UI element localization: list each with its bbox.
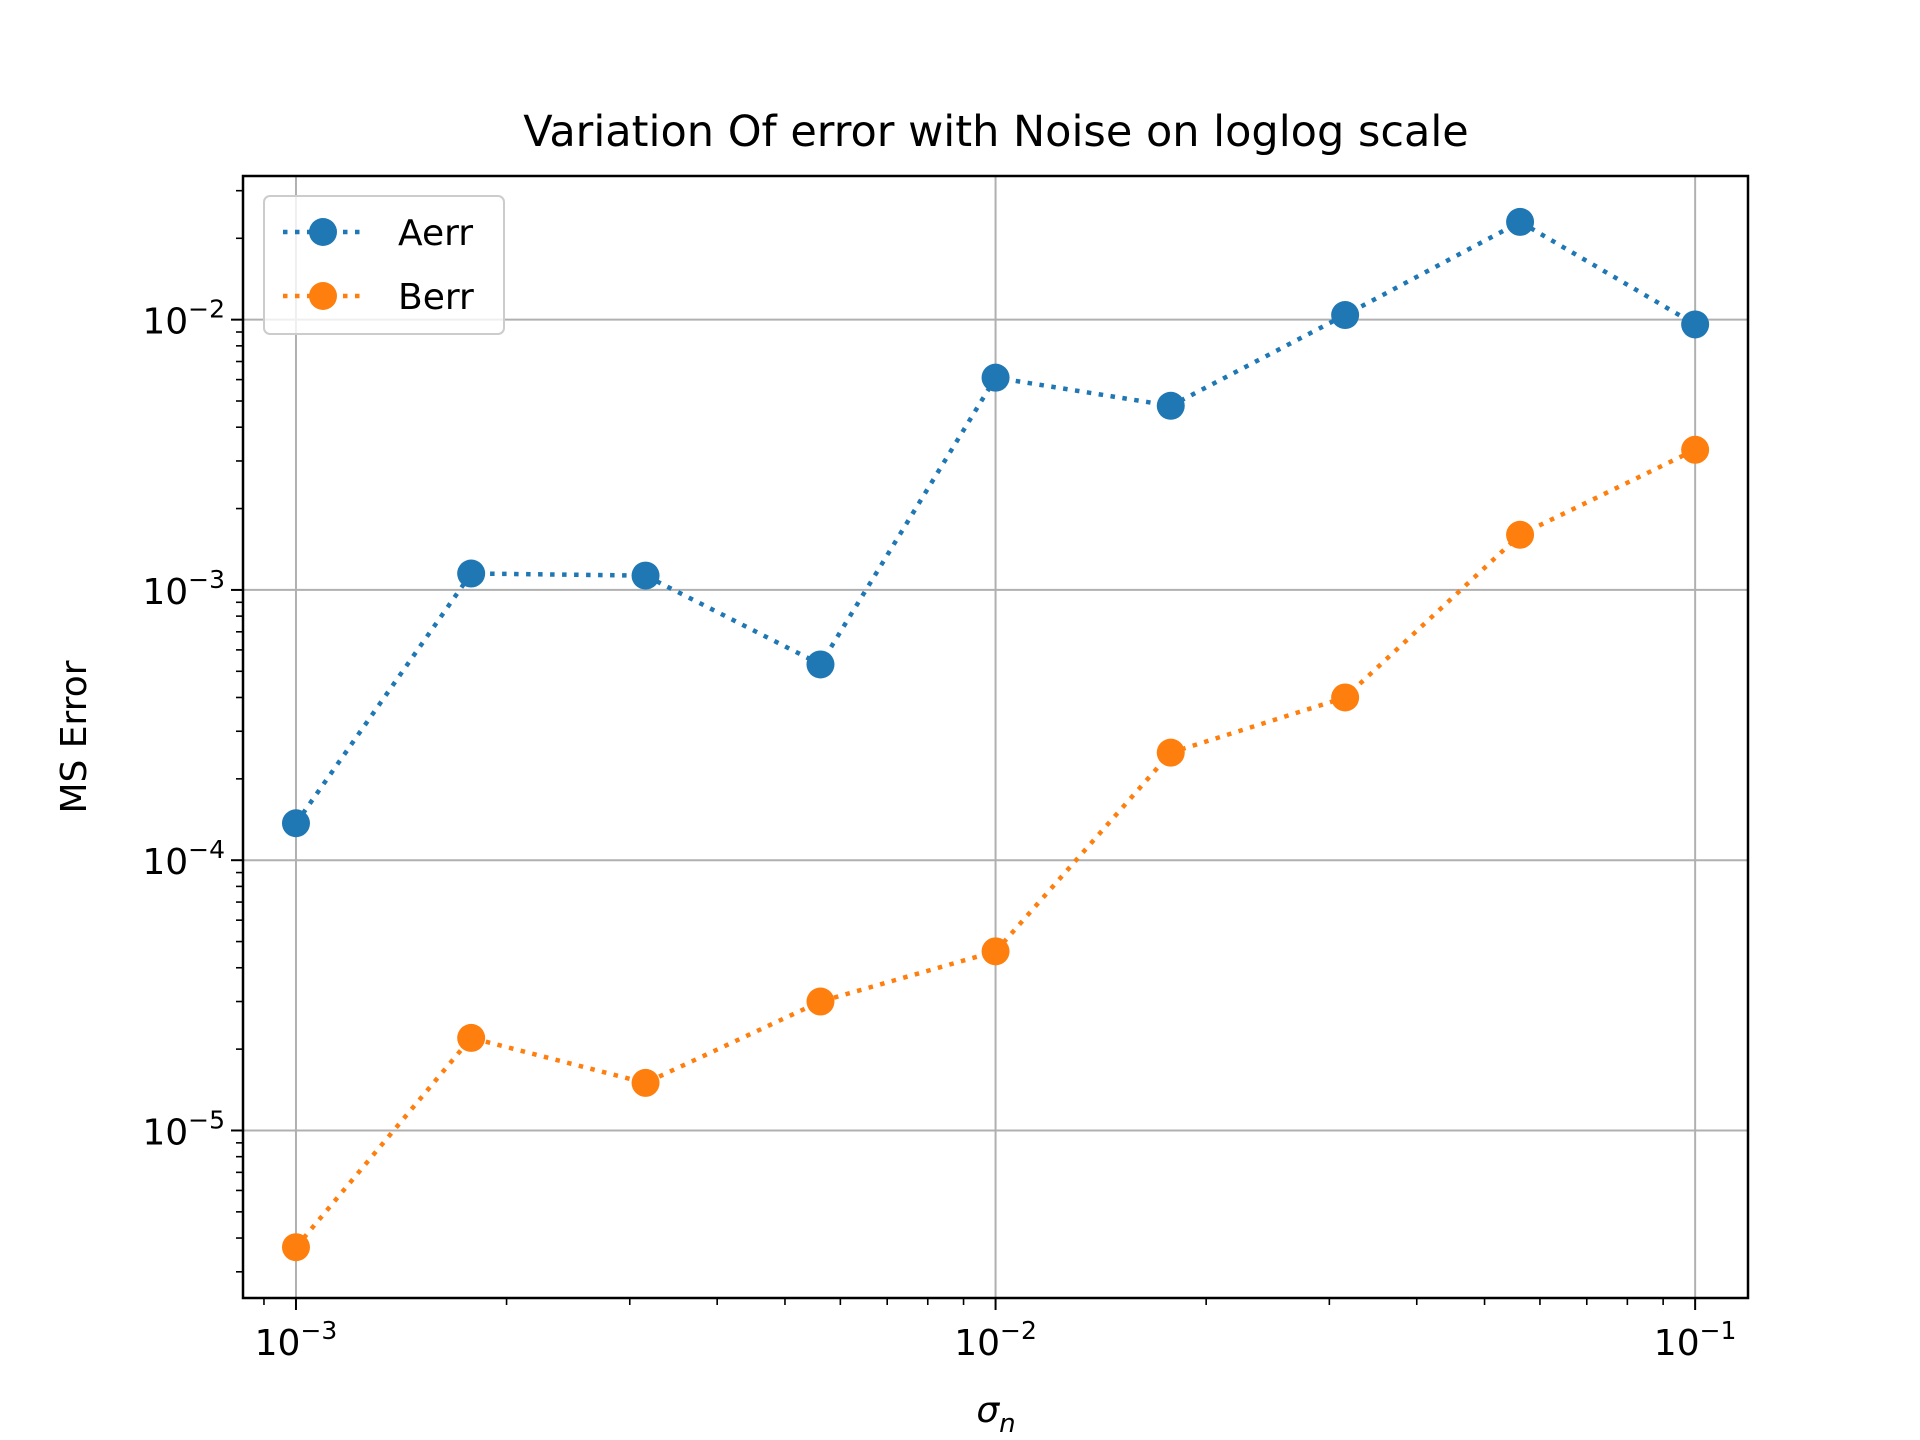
y-tick-label-exponent: −3 bbox=[188, 565, 225, 594]
data-point-berr bbox=[457, 1023, 486, 1052]
legend-label-aerr: Aerr bbox=[398, 213, 473, 254]
legend-label-berr: Berr bbox=[398, 277, 474, 318]
y-tick-label: 10−2 bbox=[142, 295, 225, 343]
data-point-aerr bbox=[1331, 301, 1360, 330]
y-tick-label: 10−3 bbox=[142, 565, 225, 613]
series-layer bbox=[281, 207, 1710, 1262]
data-point-berr bbox=[631, 1068, 660, 1097]
y-tick-label-base: 10 bbox=[142, 842, 188, 883]
y-tick-label-base: 10 bbox=[142, 1112, 188, 1153]
data-point-aerr bbox=[1506, 207, 1535, 236]
data-point-aerr bbox=[806, 650, 835, 679]
x-tick-label: 10−2 bbox=[954, 1316, 1037, 1364]
x-axis-label-symbol: σ bbox=[976, 1390, 1000, 1431]
data-point-berr bbox=[1156, 738, 1185, 767]
y-tick-label: 10−4 bbox=[142, 835, 225, 883]
legend: Aerr Berr bbox=[263, 195, 505, 335]
data-point-berr bbox=[806, 987, 835, 1016]
grid-lines bbox=[243, 176, 1748, 1298]
chart-title: Variation Of error with Noise on loglog … bbox=[523, 107, 1469, 157]
data-point-berr bbox=[281, 1233, 310, 1262]
data-point-aerr bbox=[631, 561, 660, 590]
legend-marker-berr bbox=[309, 282, 337, 310]
x-axis-label-subscript: n bbox=[999, 1409, 1015, 1439]
data-point-berr bbox=[981, 937, 1010, 966]
x-tick-label: 10−1 bbox=[1654, 1316, 1737, 1364]
y-tick-label-exponent: −4 bbox=[188, 835, 225, 864]
y-tick-label-base: 10 bbox=[142, 302, 188, 343]
y-tick-label-exponent: −5 bbox=[188, 1105, 225, 1134]
x-tick-label-exponent: −2 bbox=[1000, 1316, 1037, 1345]
data-point-aerr bbox=[1156, 391, 1185, 420]
major-ticks: 10−3 10−2 10−110−510−410−310−2 bbox=[142, 295, 1736, 1364]
x-tick-label-base: 10 bbox=[954, 1323, 1000, 1364]
x-tick-label-exponent: −1 bbox=[1700, 1316, 1737, 1345]
x-axis-label: σn bbox=[976, 1390, 1015, 1439]
legend-marker-aerr bbox=[309, 218, 337, 246]
data-point-aerr bbox=[281, 809, 310, 838]
y-tick-label: 10−5 bbox=[142, 1105, 225, 1153]
data-point-aerr bbox=[981, 363, 1010, 392]
data-point-berr bbox=[1681, 435, 1710, 464]
x-tick-label-exponent: −3 bbox=[300, 1316, 337, 1345]
x-tick-label-base: 10 bbox=[255, 1323, 301, 1364]
data-point-berr bbox=[1506, 520, 1535, 549]
y-tick-label-exponent: −2 bbox=[188, 295, 225, 324]
x-tick-label-base: 10 bbox=[1654, 1323, 1700, 1364]
y-axis-label: MS Error bbox=[54, 660, 95, 813]
data-point-berr bbox=[1331, 683, 1360, 712]
y-tick-label-base: 10 bbox=[142, 572, 188, 613]
x-tick-label: 10−3 bbox=[255, 1316, 338, 1364]
data-point-aerr bbox=[1681, 310, 1710, 339]
data-point-aerr bbox=[457, 559, 486, 588]
